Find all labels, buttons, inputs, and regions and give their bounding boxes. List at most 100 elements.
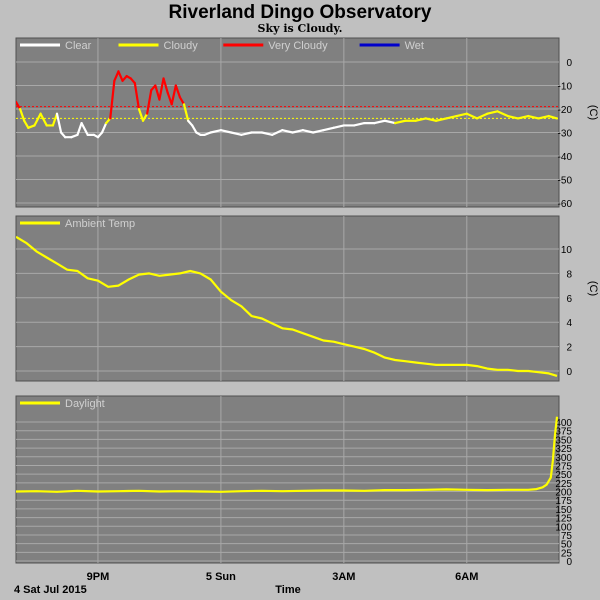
series-segment <box>109 79 116 120</box>
series-segment <box>527 114 540 120</box>
series-segment <box>209 129 223 134</box>
series-segment <box>158 77 165 101</box>
legend-entry: Cloudy <box>164 40 199 52</box>
y-tick-label: 0 <box>566 58 572 69</box>
series-segment <box>332 124 345 129</box>
y-tick-label: -50 <box>558 176 573 187</box>
y-tick-label: 4 <box>566 318 572 329</box>
legend-entry: Clear <box>65 40 92 52</box>
sky-temperature-panel: 0 -10 -20 -30 -40 -50 -60 (C) Clear Cloudy Very Cl… <box>15 37 599 210</box>
series-segment <box>146 89 153 115</box>
date-label: 4 Sat Jul 2015 <box>14 584 87 596</box>
x-tick-label: 3AM <box>332 571 355 583</box>
series-segment <box>76 121 83 136</box>
series-segment <box>424 117 438 122</box>
series-segment <box>291 129 304 134</box>
series-segment <box>322 126 335 132</box>
series-segment <box>113 70 120 82</box>
series-segment <box>39 112 48 127</box>
series-segment <box>178 96 186 106</box>
series-segment <box>18 107 26 122</box>
y-tick-label: 275 <box>555 461 572 472</box>
y-tick-label: 325 <box>555 444 572 455</box>
y-tick-label: 10 <box>561 245 573 256</box>
series-segment <box>496 110 509 118</box>
series-segment <box>516 114 530 120</box>
y-tick-label: -30 <box>558 129 573 140</box>
series-segment <box>537 114 550 120</box>
series-segment <box>547 114 559 120</box>
series-segment <box>16 100 22 111</box>
y-tick-label: 125 <box>555 514 572 525</box>
series-segment <box>33 112 42 127</box>
y-tick-label: 8 <box>566 269 572 280</box>
series-segment <box>133 82 141 111</box>
plot-area <box>15 215 560 382</box>
series-segment <box>154 84 161 101</box>
ambient-temperature-panel: 10 8 6 4 2 0 (C) Ambient Temp <box>15 215 599 382</box>
series-segment <box>191 124 198 134</box>
series-segment <box>23 119 30 129</box>
series-segment <box>373 119 386 125</box>
y-tick-label: 150 <box>555 505 572 516</box>
y-tick-label: 250 <box>555 470 572 481</box>
x-axis-label: Time <box>275 584 300 596</box>
series-segment <box>414 117 427 122</box>
y-tick-label: 400 <box>555 418 572 429</box>
legend-entry: Ambient Temp <box>65 218 135 230</box>
series-segment <box>455 112 468 118</box>
y-tick-label: 225 <box>555 479 572 490</box>
y-tick-label: -60 <box>558 199 573 210</box>
chart-subtitle: Sky is Cloudy. <box>258 22 343 35</box>
series-segment <box>271 129 284 136</box>
y-tick-label: 25 <box>561 548 573 559</box>
y-tick-label: 50 <box>561 540 573 551</box>
daylight-panel: 4003753503253002752502252001751501251007… <box>15 395 573 568</box>
legend-entry: Very Cloudy <box>268 40 328 52</box>
x-tick-label: 6AM <box>455 571 478 583</box>
series-line <box>16 235 558 377</box>
series-segment <box>100 121 108 134</box>
series-segment <box>475 112 489 120</box>
series-segment <box>55 112 63 134</box>
series-segment <box>312 129 325 134</box>
y-tick-label: 100 <box>555 522 572 533</box>
plot-area <box>15 395 560 564</box>
series-segment <box>170 84 177 106</box>
series-segment <box>162 77 169 94</box>
series-segment <box>301 129 315 134</box>
y-tick-label: 175 <box>555 496 572 507</box>
y-axis-label: (C) <box>587 281 599 296</box>
series-segment <box>486 110 499 115</box>
series-segment <box>434 117 448 122</box>
series-segment <box>445 114 458 120</box>
series-segment <box>230 131 243 136</box>
y-tick-label: -20 <box>558 105 573 116</box>
y-tick-label: 375 <box>555 427 572 438</box>
plot-area <box>15 37 560 208</box>
y-tick-label: 0 <box>566 557 572 568</box>
series-segment <box>506 114 520 120</box>
y-tick-label: 350 <box>555 435 572 446</box>
x-tick-label: 9PM <box>87 571 110 583</box>
series-segment <box>281 129 294 134</box>
y-tick-label: 0 <box>566 367 572 378</box>
series-segment <box>260 131 274 136</box>
legend-entry: Daylight <box>65 398 105 410</box>
series-segment <box>465 112 479 120</box>
series-segment <box>219 129 233 134</box>
chart-title: Riverland Dingo Observatory <box>169 2 432 23</box>
y-tick-label: -10 <box>558 82 573 93</box>
series-segment <box>137 107 145 122</box>
y-axis-label: (C) <box>587 105 599 120</box>
series-segment <box>141 112 149 122</box>
y-tick-label: 6 <box>566 294 572 305</box>
series-segment <box>393 119 407 125</box>
series-segment <box>182 103 190 122</box>
x-tick-label: 5 Sun <box>206 571 236 583</box>
series-segment <box>240 131 253 136</box>
series-line <box>16 416 559 493</box>
series-segment <box>80 121 89 136</box>
series-segment <box>174 84 182 99</box>
